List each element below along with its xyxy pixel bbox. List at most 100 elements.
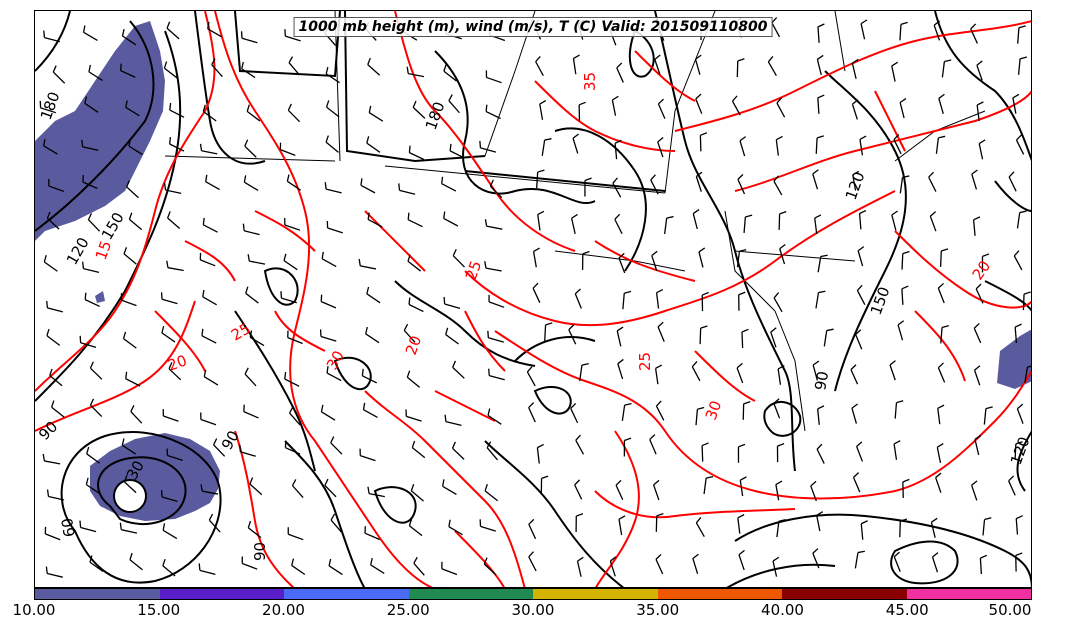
wind-barb-shaft bbox=[407, 219, 423, 228]
wind-barb-flag bbox=[45, 566, 48, 574]
wind-barb-flag bbox=[571, 213, 578, 219]
wind-barb-flag bbox=[893, 551, 900, 558]
wind-barb-flag bbox=[545, 322, 553, 326]
wind-barb-shaft bbox=[860, 523, 864, 540]
wind-barb-flag bbox=[624, 403, 632, 406]
wind-barb-shaft bbox=[657, 141, 664, 158]
wind-barb-shaft bbox=[213, 444, 226, 457]
wind-barb-flag bbox=[902, 250, 910, 255]
wind-barb-flag bbox=[978, 139, 986, 145]
wind-barb-flag bbox=[938, 93, 945, 99]
wind-barb-shaft bbox=[931, 556, 939, 573]
wind-barb-flag bbox=[931, 517, 938, 523]
wind-barb-flag bbox=[856, 284, 863, 291]
wind-barb-flag bbox=[168, 136, 172, 145]
wind-barb-flag bbox=[320, 404, 324, 412]
wind-barb-shaft bbox=[241, 68, 256, 79]
wind-barb-flag bbox=[618, 515, 626, 520]
wind-barb-shaft bbox=[850, 369, 859, 385]
map-panel: 180 180 150 120 90 60 30 90 90 90 120 12… bbox=[34, 10, 1032, 588]
wind-barb-shaft bbox=[1015, 518, 1019, 535]
wind-barb-flag bbox=[944, 59, 952, 63]
wind-barb-flag bbox=[737, 514, 745, 519]
wind-barb-shaft bbox=[612, 182, 622, 198]
wind-barb-shaft bbox=[413, 562, 425, 576]
height-label: 150 bbox=[98, 209, 128, 243]
wind-barb-shaft bbox=[618, 257, 626, 274]
wind-barb-shaft bbox=[695, 176, 702, 192]
wind-barb-shaft bbox=[897, 324, 904, 341]
wind-barb-shaft bbox=[243, 411, 259, 419]
wind-barb-flag bbox=[771, 17, 778, 24]
wind-barb-shaft bbox=[650, 179, 659, 195]
wind-barb-shaft bbox=[815, 292, 820, 309]
wind-barb-flag bbox=[119, 522, 122, 530]
wind-barb-shaft bbox=[692, 558, 699, 574]
colorbar-tick-label: 45.00 bbox=[885, 601, 929, 619]
wind-barb-flag bbox=[528, 518, 535, 525]
wind-barb-flag bbox=[971, 480, 978, 486]
wind-barb-flag bbox=[283, 253, 287, 261]
wind-barb-shaft bbox=[851, 407, 858, 424]
wind-barb-shaft bbox=[129, 559, 143, 571]
wind-barb-flag bbox=[126, 180, 130, 188]
wind-barb-flag bbox=[578, 101, 586, 106]
wind-barb-flag bbox=[617, 358, 624, 365]
wind-barb-flag bbox=[488, 368, 490, 376]
wind-barb-shaft bbox=[489, 185, 503, 199]
wind-barb-shaft bbox=[935, 477, 942, 493]
colorbar-tick-label: 20.00 bbox=[262, 601, 305, 619]
wind-barb-flag bbox=[695, 171, 703, 178]
wind-barb-flag bbox=[526, 366, 533, 373]
colorbar-segment bbox=[533, 589, 658, 599]
wind-barb-shaft bbox=[743, 216, 747, 233]
wind-barb-shaft bbox=[247, 527, 262, 539]
wind-barb-flag bbox=[818, 290, 826, 294]
wind-barb-shaft bbox=[1022, 294, 1025, 311]
wind-barb-shaft bbox=[364, 532, 380, 541]
wind-barb-shaft bbox=[970, 28, 978, 44]
wind-barb-flag bbox=[452, 249, 457, 256]
wind-barb-shaft bbox=[169, 109, 185, 118]
wind-barb-shaft bbox=[856, 446, 864, 462]
wind-barb-shaft bbox=[851, 103, 858, 120]
wind-barb-flag bbox=[817, 54, 824, 60]
wind-barb-flag bbox=[573, 54, 580, 59]
colorbar-segment bbox=[657, 589, 782, 599]
wind-barb-shaft bbox=[283, 260, 298, 271]
wind-barb-shaft bbox=[770, 331, 777, 348]
wind-barb-shaft bbox=[609, 560, 616, 577]
wind-barb-flag bbox=[199, 143, 203, 151]
wind-barb-flag bbox=[288, 56, 294, 64]
wind-barb-shaft bbox=[611, 99, 617, 116]
wind-barb-flag bbox=[487, 330, 489, 338]
wind-barbs bbox=[39, 17, 1031, 578]
wind-barb-flag bbox=[666, 215, 674, 219]
wind-barb-flag bbox=[128, 212, 133, 220]
wind-barb-shaft bbox=[130, 411, 143, 424]
wind-barb-shaft bbox=[1017, 27, 1020, 44]
wind-barb-shaft bbox=[287, 336, 303, 345]
wind-barb-flag bbox=[443, 211, 446, 219]
wind-barb-flag bbox=[1016, 134, 1022, 141]
temperature-label: 15 bbox=[92, 238, 115, 262]
wind-barb-flag bbox=[1019, 56, 1027, 60]
wind-barb-shaft bbox=[452, 366, 465, 379]
wind-barb-shaft bbox=[201, 150, 218, 155]
wind-barb-flag bbox=[975, 283, 982, 290]
wind-barb-shaft bbox=[816, 448, 825, 464]
wind-barb-shaft bbox=[652, 484, 660, 501]
wind-barb-flag bbox=[167, 211, 171, 219]
wind-barb-shaft bbox=[52, 71, 66, 84]
wind-barb-flag bbox=[535, 55, 541, 63]
wind-barb-flag bbox=[484, 261, 487, 269]
wind-barb-shaft bbox=[570, 218, 576, 235]
wind-barb-shaft bbox=[367, 64, 381, 76]
wind-barb-shaft bbox=[166, 27, 180, 40]
wind-barb-flag bbox=[441, 176, 444, 184]
colorbar-segment bbox=[35, 589, 160, 599]
wind-barb-flag bbox=[366, 136, 370, 144]
wind-barb-shaft bbox=[777, 368, 782, 385]
wind-barb-shaft bbox=[46, 335, 61, 346]
wind-barb-shaft bbox=[889, 364, 896, 381]
